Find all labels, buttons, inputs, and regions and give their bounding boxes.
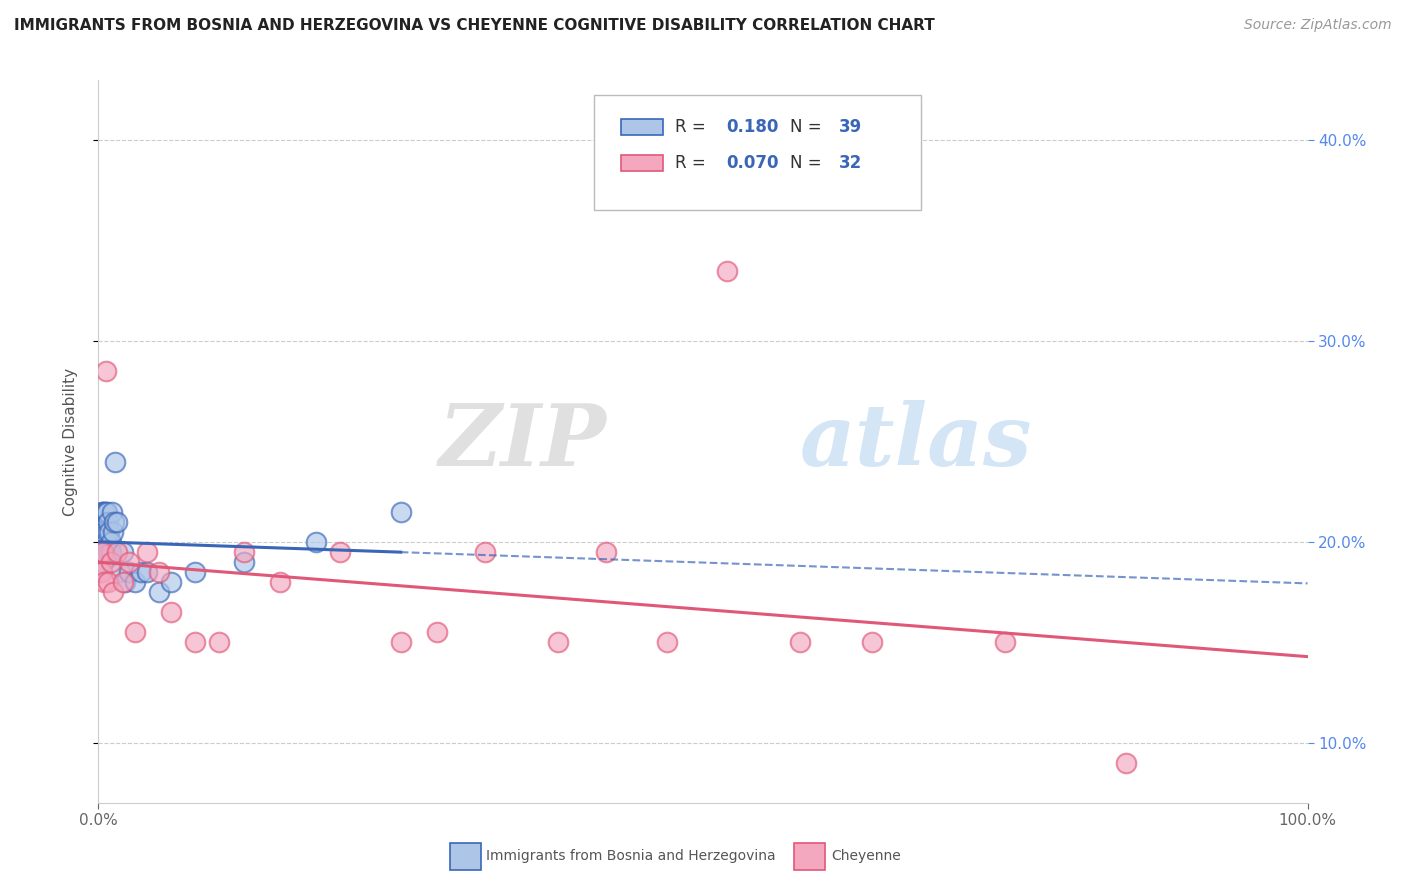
Point: [105, 515, 128, 529]
Y-axis label: Cognitive Disability: Cognitive Disability: [63, 368, 77, 516]
Point: [90, 565, 112, 579]
Point: [118, 555, 141, 569]
Point: [135, 565, 157, 579]
FancyBboxPatch shape: [621, 155, 664, 171]
Point: [93, 524, 115, 539]
Point: [129, 565, 152, 579]
Point: [148, 585, 170, 599]
Text: N =: N =: [790, 154, 827, 172]
Point: [100, 505, 122, 519]
Text: ZIP: ZIP: [439, 400, 606, 483]
Point: [96, 505, 118, 519]
Point: [860, 635, 883, 649]
Point: [97, 515, 120, 529]
Point: [94, 505, 117, 519]
Point: [91, 545, 114, 559]
FancyBboxPatch shape: [595, 95, 921, 211]
Text: Immigrants from Bosnia and Herzegovina: Immigrants from Bosnia and Herzegovina: [486, 849, 776, 863]
Point: [135, 545, 157, 559]
Point: [105, 545, 128, 559]
Point: [184, 635, 207, 649]
Text: 39: 39: [838, 119, 862, 136]
Point: [124, 574, 146, 589]
Point: [91, 545, 114, 559]
Point: [114, 574, 136, 589]
Point: [108, 565, 131, 579]
Point: [91, 505, 114, 519]
Point: [90, 534, 112, 549]
Point: [98, 524, 121, 539]
Point: [89, 545, 111, 559]
Point: [118, 565, 141, 579]
Point: [994, 635, 1017, 649]
Text: 0.070: 0.070: [725, 154, 779, 172]
Point: [111, 574, 134, 589]
Point: [474, 545, 496, 559]
Point: [91, 524, 114, 539]
Point: [1115, 756, 1137, 770]
Text: R =: R =: [675, 154, 711, 172]
Text: R =: R =: [675, 119, 711, 136]
Point: [94, 534, 117, 549]
Text: atlas: atlas: [800, 400, 1032, 483]
Point: [100, 555, 122, 569]
Point: [90, 565, 112, 579]
Text: Cheyenne: Cheyenne: [831, 849, 901, 863]
Point: [100, 534, 122, 549]
Point: [269, 574, 291, 589]
Point: [329, 545, 352, 559]
Point: [97, 574, 120, 589]
Point: [232, 545, 254, 559]
Text: IMMIGRANTS FROM BOSNIA AND HERZEGOVINA VS CHEYENNE COGNITIVE DISABILITY CORRELAT: IMMIGRANTS FROM BOSNIA AND HERZEGOVINA V…: [14, 18, 935, 33]
Point: [94, 364, 117, 378]
Point: [100, 545, 122, 559]
Point: [208, 635, 231, 649]
Text: N =: N =: [790, 119, 827, 136]
Point: [111, 545, 134, 559]
Point: [547, 635, 569, 649]
Point: [101, 524, 124, 539]
Point: [104, 454, 127, 469]
Point: [93, 574, 115, 589]
Point: [91, 555, 114, 569]
Point: [789, 635, 811, 649]
Point: [93, 505, 115, 519]
Point: [716, 264, 738, 278]
Point: [389, 505, 412, 519]
Text: Source: ZipAtlas.com: Source: ZipAtlas.com: [1244, 18, 1392, 32]
Point: [160, 574, 183, 589]
Point: [91, 565, 114, 579]
Point: [91, 505, 114, 519]
Point: [305, 534, 328, 549]
Text: 32: 32: [838, 154, 862, 172]
Point: [160, 605, 183, 619]
Point: [595, 545, 617, 559]
Point: [96, 524, 118, 539]
Text: 0.180: 0.180: [725, 119, 779, 136]
Point: [101, 585, 124, 599]
Point: [124, 625, 146, 640]
Point: [426, 625, 449, 640]
Point: [184, 565, 207, 579]
FancyBboxPatch shape: [621, 120, 664, 136]
Point: [103, 515, 125, 529]
Point: [89, 555, 111, 569]
Point: [93, 545, 115, 559]
Point: [389, 635, 412, 649]
Point: [97, 545, 120, 559]
Point: [148, 565, 170, 579]
Point: [232, 555, 254, 569]
Point: [655, 635, 678, 649]
Point: [91, 515, 114, 529]
